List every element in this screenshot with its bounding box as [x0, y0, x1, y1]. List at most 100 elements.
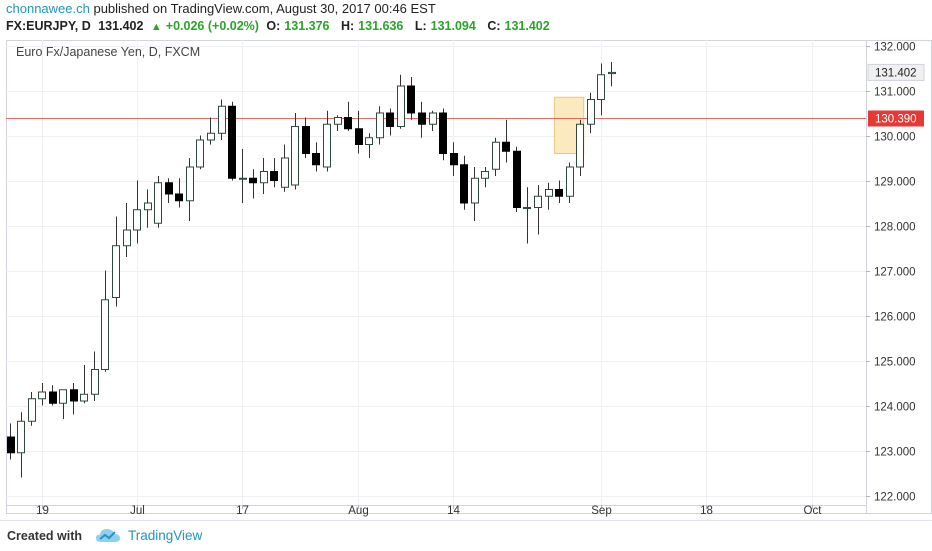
candle-body-up: [566, 166, 574, 197]
candle: [133, 180, 141, 244]
low-value: 131.094: [430, 19, 476, 33]
candle-body-up: [144, 202, 152, 211]
grid: [6, 40, 866, 505]
open-label: O:: [266, 19, 281, 33]
candle: [534, 185, 542, 235]
candle: [407, 77, 415, 120]
candle-body-up: [376, 112, 384, 139]
candle: [228, 101, 236, 181]
candle-body-down: [386, 112, 394, 127]
tradingview-link[interactable]: TradingView: [128, 528, 203, 543]
candle-body-up: [112, 245, 120, 298]
candle: [144, 189, 152, 228]
candle: [376, 106, 384, 145]
chart-title: Euro Fx/Japanese Yen, D, FXCM: [16, 45, 200, 59]
candle: [249, 169, 257, 199]
candles-layer: [7, 61, 616, 478]
price-tick-label: 126.000: [874, 312, 916, 324]
candle-body-down: [70, 389, 78, 402]
tradingview-cloud-icon: [96, 529, 120, 542]
candle: [38, 383, 46, 406]
candle: [281, 144, 289, 192]
candle: [555, 180, 563, 203]
candle: [312, 142, 320, 172]
price-axis[interactable]: 132.000 131.000 130.000 129.000 128.000 127.0…: [866, 42, 925, 504]
candle: [323, 110, 331, 172]
candle-body-up: [492, 141, 500, 170]
candle-body-down: [407, 85, 415, 114]
candle-body-up: [239, 177, 247, 180]
candle-body-down: [7, 436, 15, 454]
price-tick-label: 124.000: [874, 402, 916, 414]
candle-body-up: [471, 177, 479, 204]
candle-body-down: [460, 164, 468, 204]
candle-body-up: [481, 171, 489, 179]
candle: [49, 385, 57, 406]
candle: [334, 115, 342, 131]
candle-body-down: [355, 128, 363, 145]
candle-body-down: [175, 193, 183, 202]
up-arrow-icon: ▲: [150, 21, 162, 33]
candle-body-up: [133, 209, 141, 231]
current-price-label: 131.402: [875, 67, 917, 79]
candle: [59, 389, 67, 419]
candle-body-down: [555, 189, 563, 197]
candle-body-up: [186, 166, 194, 202]
candle: [70, 383, 78, 415]
author-link[interactable]: chonnawee.ch: [6, 1, 90, 16]
candle-body-up: [28, 398, 36, 422]
candle-body-up: [91, 369, 99, 395]
candle-body-up: [597, 74, 605, 100]
candle-body-up: [260, 171, 268, 184]
candle-body-up: [365, 137, 373, 145]
candle-body-up: [281, 157, 289, 188]
line-price-box: [868, 110, 924, 127]
current-price-box: [867, 63, 925, 81]
ohlc-line: FX:EURJPY, D 131.402 ▲ +0.026 (+0.02%) O:…: [6, 18, 558, 35]
candle-body-up: [576, 123, 584, 168]
open-value: 131.376: [284, 19, 330, 33]
candle-body-up: [80, 393, 88, 402]
published-text: published on TradingView.com, August 30,…: [93, 1, 436, 16]
candlestick-chart[interactable]: 132.000 131.000 130.000 129.000 128.000 127.0…: [0, 35, 932, 520]
candle: [492, 137, 500, 176]
candle: [239, 149, 247, 203]
time-axis[interactable]: 19 Jul 17 Aug 14 Sep 18 Oct: [36, 505, 822, 517]
price-tick-label: 128.000: [874, 222, 916, 234]
created-with-label: Created with: [7, 529, 83, 543]
candle: [123, 203, 131, 257]
price-tick-label: 127.000: [874, 267, 916, 279]
chart-area[interactable]: 132.000 131.000 130.000 129.000 128.000 127.0…: [0, 35, 932, 520]
candle: [218, 99, 226, 140]
candle-body-up: [207, 132, 215, 141]
candle: [597, 63, 605, 116]
candle-body-down: [249, 177, 257, 184]
close-value: 131.402: [504, 19, 550, 33]
line-price-label: 130.390: [875, 114, 917, 126]
candle: [186, 158, 194, 221]
candle: [17, 412, 25, 478]
candle: [165, 178, 173, 203]
chart-frame: [6, 40, 932, 514]
candle-body-down: [450, 153, 458, 166]
candle-body-down: [439, 112, 447, 154]
price-tick-label: 131.000: [874, 87, 916, 99]
time-tick-label: Sep: [591, 505, 611, 517]
time-tick-label: 19: [36, 505, 49, 517]
time-tick-label: 17: [236, 505, 249, 517]
candle-body-up: [523, 207, 531, 209]
candle: [576, 119, 584, 176]
candle: [429, 110, 437, 131]
candle-body-up: [291, 126, 299, 186]
candle-body-up: [334, 117, 342, 125]
candle: [112, 216, 120, 307]
candle-body-up: [608, 71, 616, 75]
candle-body-up: [323, 123, 331, 168]
candle: [91, 351, 99, 401]
candle-body-up: [154, 182, 162, 224]
candle: [175, 178, 183, 208]
candle-body-up: [123, 229, 131, 247]
close-label: C:: [487, 19, 501, 33]
candle-body-up: [534, 195, 542, 208]
candle: [386, 108, 394, 136]
